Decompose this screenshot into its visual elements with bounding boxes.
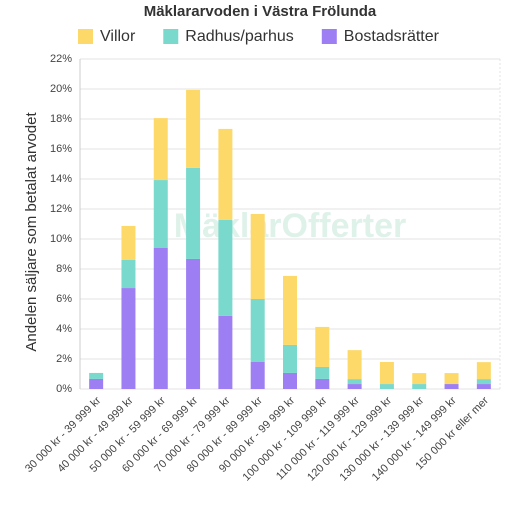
bar-segment (186, 89, 201, 168)
y-tick-label: 0% (56, 383, 72, 395)
bar-segment (186, 167, 201, 259)
legend-label: Bostadsrätter (344, 28, 440, 45)
bar-segment (121, 288, 136, 389)
bar-segment (218, 219, 233, 316)
bar-segment (444, 384, 459, 389)
bar-segment (218, 128, 233, 220)
bar-segment (315, 326, 330, 367)
bar-segment (153, 248, 168, 389)
bar-segment (283, 344, 297, 373)
y-tick-label: 20% (50, 83, 72, 95)
bar-segment (250, 362, 265, 389)
legend-swatch (78, 29, 93, 44)
bar-segment (250, 213, 265, 299)
y-tick-label: 8% (56, 263, 72, 275)
bar-segment (121, 260, 136, 289)
legend-swatch (163, 29, 179, 44)
bar-segment (283, 372, 297, 389)
y-tick-label: 18% (50, 113, 72, 125)
bar-segment (476, 384, 491, 389)
y-tick-label: 14% (50, 173, 72, 185)
bar-segment (89, 372, 104, 379)
bar-segment (315, 366, 330, 379)
y-tick-label: 16% (50, 143, 72, 155)
y-tick-label: 12% (50, 203, 72, 215)
bar-segment (412, 384, 427, 389)
bar-segment (379, 384, 394, 389)
bar-segment (121, 225, 136, 260)
bar-segment (186, 258, 201, 389)
legend-swatch (321, 29, 337, 44)
y-tick-label: 10% (50, 233, 72, 245)
y-tick-label: 6% (56, 293, 72, 305)
bar-segment (250, 299, 265, 362)
bar-segment (89, 378, 104, 389)
y-tick-label: 2% (56, 353, 72, 365)
bar-segment (347, 379, 362, 385)
bar-segment (444, 373, 459, 385)
bar-segment (379, 362, 394, 385)
bar-segment (315, 378, 330, 389)
chart-title: Mäklararvoden i Västra Frölunda (144, 3, 377, 20)
bar-segment (283, 275, 297, 345)
y-axis-label: Andelen säljare som betalat arvodet (23, 112, 40, 352)
bar-segment (412, 373, 427, 385)
bar-segment (153, 180, 168, 248)
bar-segment (153, 118, 168, 181)
y-tick-label: 4% (56, 323, 72, 335)
bar-segment (218, 315, 233, 389)
bar-segment (476, 379, 491, 385)
bar-segment (347, 350, 362, 380)
bar-segment (476, 362, 491, 380)
legend-label: Villor (100, 28, 136, 45)
bar-segment (347, 384, 362, 389)
y-tick-label: 22% (50, 53, 72, 65)
legend-label: Radhus/parhus (185, 28, 294, 45)
